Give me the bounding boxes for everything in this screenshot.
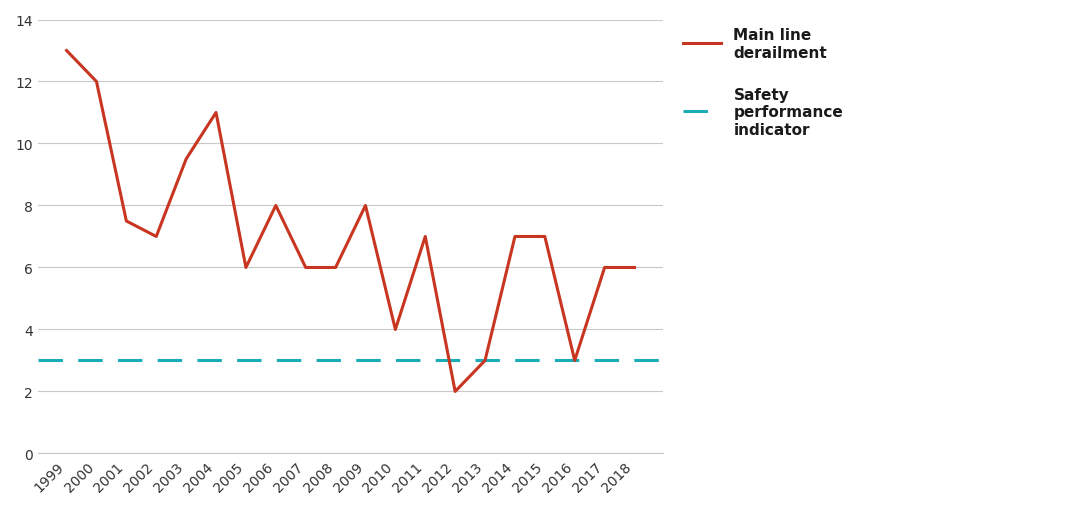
- Legend: Main line
derailment, Safety
performance
indicator: Main line derailment, Safety performance…: [683, 28, 843, 137]
